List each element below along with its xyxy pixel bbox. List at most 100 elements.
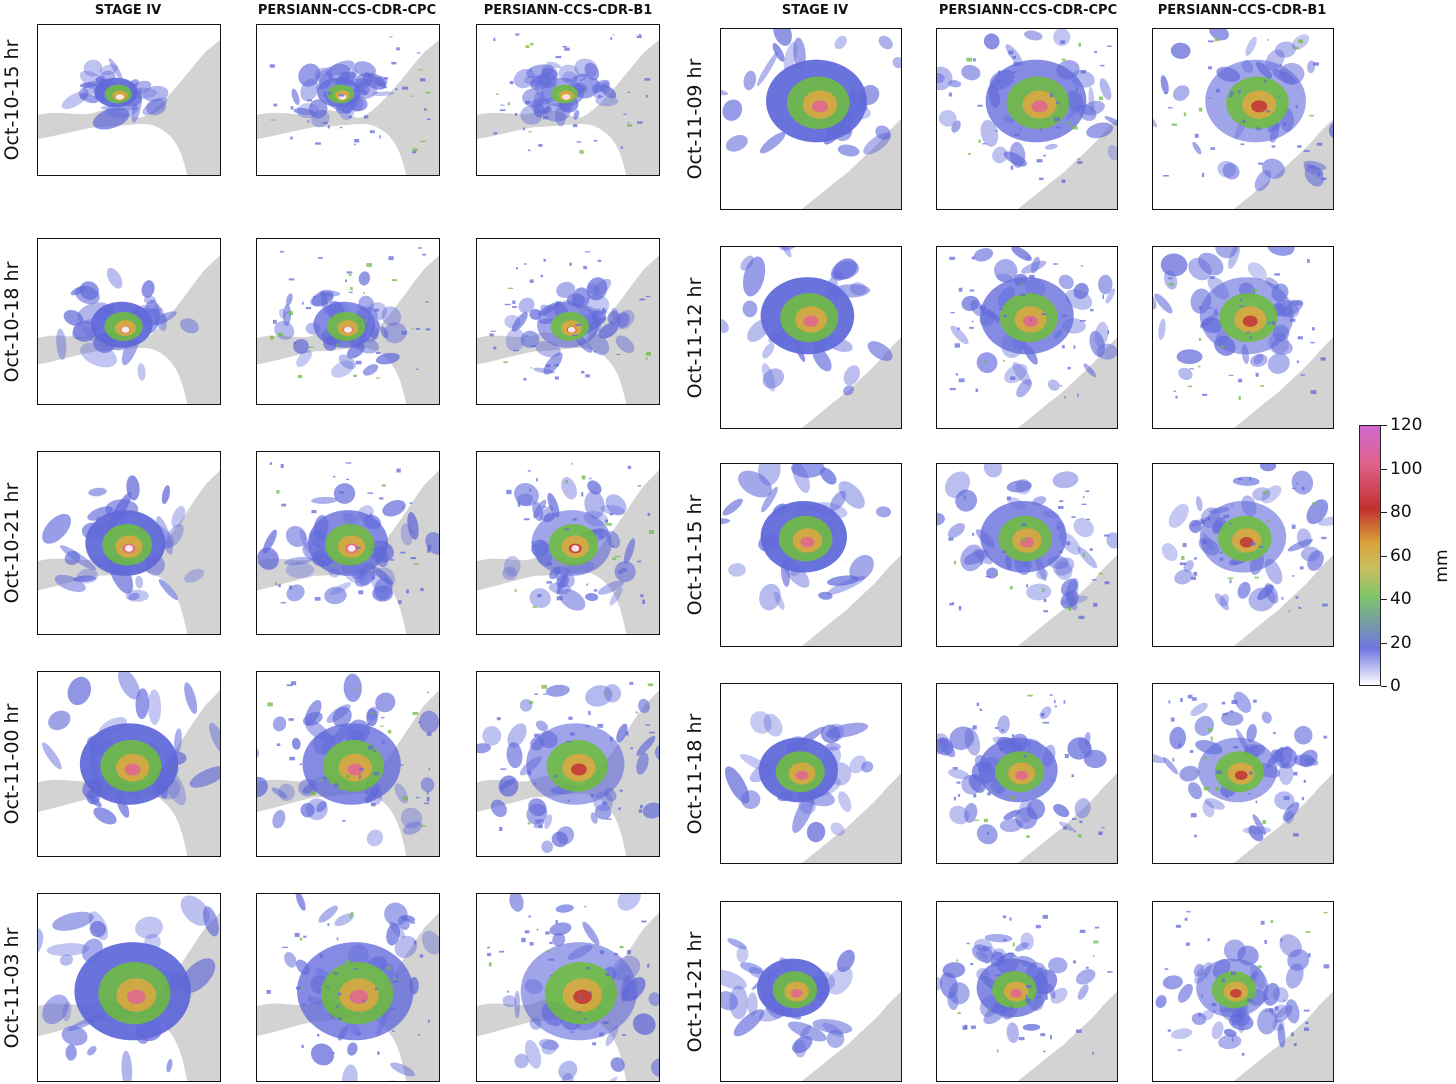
- rain-field: [487, 894, 659, 1081]
- rain-field: [1153, 247, 1326, 400]
- land: [1018, 337, 1117, 428]
- land: [38, 690, 220, 856]
- storm-core: [1230, 988, 1242, 998]
- precip-map: [38, 895, 220, 1081]
- land: [1018, 773, 1117, 863]
- precip-map: [937, 694, 1117, 863]
- precip-map: [937, 914, 1117, 1081]
- row-label-right-1: Oct-11-12 hr: [684, 277, 706, 398]
- storm-eye: [124, 545, 134, 552]
- land: [1018, 555, 1117, 646]
- rain-field: [477, 681, 659, 854]
- land: [802, 337, 901, 428]
- map-panel-left-r1-c0: [37, 238, 221, 405]
- storm-core: [803, 315, 819, 327]
- rain-field: [937, 29, 1117, 183]
- land: [257, 912, 439, 1081]
- rain-field: [721, 464, 892, 611]
- column-title-left-2: PERSIANN-CCS-CDR-B1: [483, 3, 653, 18]
- rain-field: [42, 672, 220, 825]
- land: [257, 255, 439, 404]
- precip-map: [937, 29, 1117, 209]
- rain-field: [42, 475, 205, 602]
- colorbar-tick-label: 120: [1390, 415, 1423, 435]
- map-panel-right-r4-c0: [720, 901, 902, 1082]
- land: [257, 470, 439, 634]
- storm-eye: [343, 326, 353, 333]
- storm-eye: [567, 326, 576, 333]
- map-panel-right-r0-c0: [720, 28, 902, 210]
- rain-field: [721, 938, 855, 1058]
- storm-core: [800, 537, 815, 548]
- map-panel-left-r1-c1: [256, 238, 440, 405]
- map-panel-left-r2-c1: [256, 451, 440, 635]
- map-panel-left-r4-c1: [256, 893, 440, 1082]
- storm-core: [124, 763, 141, 776]
- land: [802, 991, 901, 1081]
- map-panel-right-r1-c2: [1152, 246, 1334, 429]
- rain-field: [937, 694, 1107, 845]
- rain-field: [949, 247, 1117, 399]
- rain-field: [257, 673, 439, 847]
- precip-map: [477, 894, 659, 1081]
- storm-eye: [347, 545, 356, 552]
- storm-core: [790, 988, 803, 998]
- rain-field: [1155, 911, 1330, 1056]
- rain-field: [721, 247, 893, 396]
- storm-core: [1251, 100, 1268, 113]
- storm-core: [1023, 315, 1039, 327]
- storm-core: [573, 989, 592, 1005]
- land: [257, 690, 439, 856]
- land: [1234, 119, 1333, 209]
- map-panel-left-r4-c2: [476, 893, 660, 1082]
- precip-map: [38, 672, 220, 856]
- precip-map: [257, 673, 439, 856]
- map-panel-left-r4-c0: [37, 893, 221, 1082]
- colorbar: [1359, 425, 1381, 686]
- storm-eye: [121, 326, 130, 333]
- storm-core: [1234, 770, 1248, 781]
- colorbar-tick: [1381, 425, 1387, 426]
- land: [1018, 119, 1117, 209]
- row-label-right-3: Oct-11-18 hr: [684, 713, 706, 834]
- land: [38, 255, 220, 404]
- precip-map: [937, 464, 1117, 646]
- colorbar-tick-label: 0: [1390, 676, 1401, 696]
- map-panel-left-r0-c0: [37, 24, 221, 176]
- map-panel-left-r2-c2: [476, 451, 660, 635]
- map-panel-left-r3-c2: [476, 671, 660, 857]
- colorbar-tick-label: 80: [1390, 502, 1412, 522]
- colorbar-tick: [1381, 468, 1387, 470]
- storm-core: [126, 989, 146, 1005]
- precip-map: [721, 464, 901, 646]
- map-panel-right-r4-c2: [1152, 901, 1334, 1082]
- colorbar-tick: [1381, 512, 1387, 513]
- colorbar-tick: [1381, 555, 1387, 557]
- land: [1234, 991, 1333, 1081]
- column-title-right-2: PERSIANN-CCS-CDR-B1: [1157, 3, 1327, 18]
- rain-field: [725, 711, 874, 843]
- map-panel-right-r1-c1: [936, 246, 1118, 429]
- precip-map: [477, 251, 659, 404]
- map-panel-left-r2-c0: [37, 451, 221, 635]
- land: [802, 555, 901, 646]
- precip-map: [1153, 247, 1333, 428]
- land: [38, 912, 220, 1081]
- land: [802, 119, 901, 209]
- row-label-left-3: Oct-11-00 hr: [1, 703, 23, 825]
- column-title-right-0: STAGE IV: [781, 3, 849, 18]
- rain-field: [38, 895, 219, 1081]
- rain-field: [493, 33, 651, 154]
- rain-field: [489, 251, 651, 381]
- precip-map: [725, 711, 901, 863]
- column-title-left-1: PERSIANN-CCS-CDR-CPC: [257, 3, 437, 18]
- rain-field: [266, 894, 439, 1081]
- colorbar-unit-label: mm: [1432, 549, 1452, 583]
- map-panel-right-r0-c2: [1152, 28, 1334, 210]
- storm-core: [1242, 315, 1258, 327]
- precip-map: [38, 255, 220, 404]
- storm-core: [1010, 988, 1022, 998]
- precip-map: [257, 462, 439, 634]
- land: [1234, 337, 1333, 428]
- land: [802, 773, 901, 863]
